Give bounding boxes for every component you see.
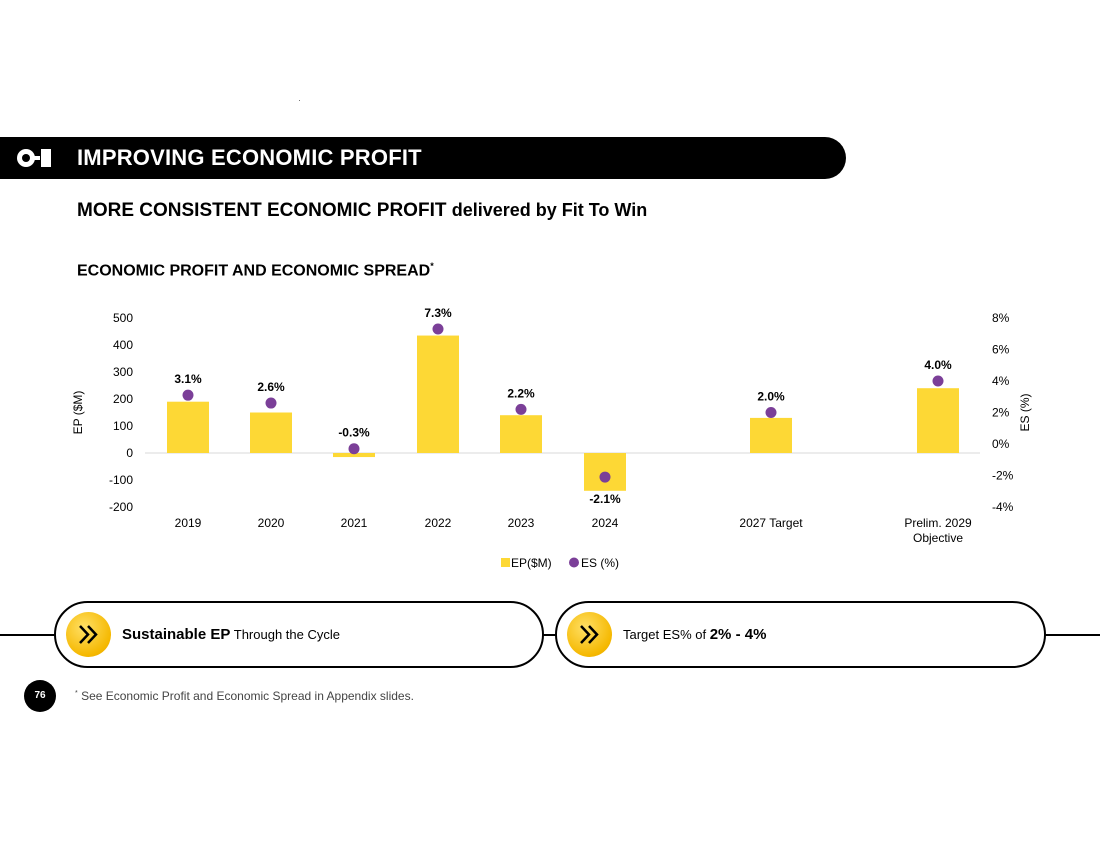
subtitle: MORE CONSISTENT ECONOMIC PROFIT delivere… [77, 200, 647, 222]
page-number: 76 [24, 680, 56, 712]
es-data-label: 2.0% [757, 390, 785, 404]
y-left-axis-title: EP ($M) [71, 391, 85, 435]
chart-title-text: ECONOMIC PROFIT AND ECONOMIC SPREAD [77, 262, 431, 280]
y-left-tick-label: -200 [109, 500, 133, 514]
es-point [348, 443, 360, 455]
callout-sustainable-ep: Sustainable EP Through the Cycle [54, 601, 544, 668]
double-chevron-right-icon [567, 612, 612, 657]
legend-es-swatch [569, 557, 579, 568]
x-category-label: Objective [913, 531, 963, 545]
y-right-tick-label: 8% [992, 311, 1010, 325]
callout-target-es: Target ES% of 2% - 4% [555, 601, 1046, 668]
es-point [182, 389, 194, 401]
ep-bar [333, 453, 375, 458]
callout-1-text: Sustainable EP Through the Cycle [122, 603, 340, 666]
y-left-tick-label: 400 [113, 338, 133, 352]
es-point [265, 397, 277, 409]
es-data-label: -0.3% [338, 426, 370, 440]
x-category-label: 2019 [175, 516, 202, 530]
callout-2-text: Target ES% of 2% - 4% [623, 603, 766, 666]
y-left-tick-label: 300 [113, 365, 133, 379]
legend-ep-label: EP($M) [511, 556, 552, 570]
stray-dot [299, 100, 300, 101]
subtitle-rest: delivered by Fit To Win [451, 200, 648, 220]
footnote-marker: * [75, 690, 78, 697]
x-category-label: Prelim. 2029 [904, 516, 972, 530]
ep-bar [917, 388, 959, 453]
footnote-text: See Economic Profit and Economic Spread … [77, 689, 414, 703]
y-right-axis-title: ES (%) [1018, 393, 1032, 431]
ep-bar [250, 412, 292, 453]
chart-title-marker: * [430, 261, 434, 271]
o-i-logo-icon [17, 149, 51, 167]
x-category-label: 2024 [592, 516, 619, 530]
es-data-label: 2.6% [257, 380, 285, 394]
y-left-tick-label: 500 [113, 311, 133, 325]
es-point [515, 403, 527, 415]
y-right-tick-label: -4% [992, 500, 1014, 514]
ep-bar [417, 335, 459, 453]
es-data-label: 2.2% [507, 386, 535, 400]
es-data-label: 3.1% [174, 372, 202, 386]
es-point [765, 407, 777, 418]
page-title: IMPROVING ECONOMIC PROFIT [77, 145, 422, 170]
header-bar: IMPROVING ECONOMIC PROFIT [0, 137, 846, 179]
ep-bar [500, 415, 542, 453]
es-point [932, 375, 944, 387]
y-right-tick-label: 4% [992, 374, 1010, 388]
es-point [599, 471, 611, 483]
callout-divider-line [0, 634, 1100, 636]
x-category-label: 2021 [341, 516, 368, 530]
callout-2-bold: 2% - 4% [709, 626, 767, 643]
y-left-tick-label: 200 [113, 392, 133, 406]
ep-es-chart: 500 400 300 200 100 0 -100 -200 8% 6% 4% 2% 0% -2% -4%… [71, 306, 1032, 570]
legend-es-label: ES (%) [581, 556, 619, 570]
y-right-tick-label: 6% [992, 343, 1010, 357]
x-category-label: 2022 [425, 516, 452, 530]
double-chevron-right-icon [66, 612, 111, 657]
y-right-tick-label: -2% [992, 469, 1014, 483]
y-left-tick-label: 0 [126, 446, 133, 460]
y-right-tick-label: 0% [992, 437, 1010, 451]
es-data-label: -2.1% [589, 492, 621, 506]
ep-bar [167, 401, 209, 453]
x-category-label: 2027 Target [739, 516, 803, 530]
subtitle-bold: MORE CONSISTENT ECONOMIC PROFIT [77, 200, 447, 221]
es-point [432, 323, 444, 335]
y-left-tick-label: -100 [109, 473, 133, 487]
y-right-tick-label: 2% [992, 406, 1010, 420]
callout-2-prefix: Target ES% of [623, 627, 710, 642]
es-data-label: 4.0% [924, 358, 952, 372]
ep-bar [750, 417, 792, 453]
footnote: * See Economic Profit and Economic Sprea… [75, 689, 414, 703]
chart-title: ECONOMIC PROFIT AND ECONOMIC SPREAD* [77, 261, 434, 280]
legend-ep-swatch [501, 558, 510, 567]
callout-1-bold: Sustainable EP [122, 626, 231, 643]
y-left-tick-label: 100 [113, 419, 133, 433]
x-category-label: 2023 [508, 516, 535, 530]
callout-1-rest: Through the Cycle [230, 627, 340, 642]
x-category-label: 2020 [258, 516, 285, 530]
es-data-label: 7.3% [424, 306, 452, 320]
